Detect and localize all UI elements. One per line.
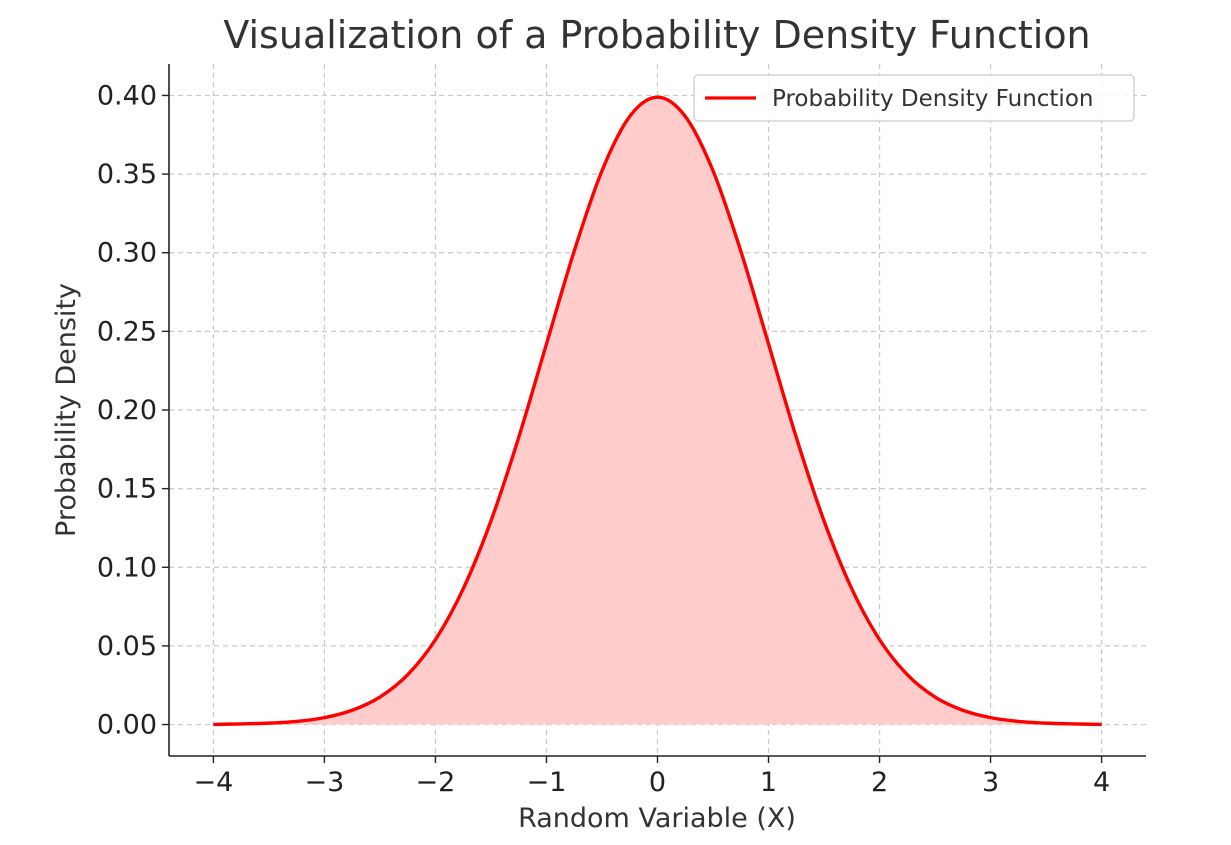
y-tick-label: 0.10	[97, 552, 157, 583]
y-tick-label: 0.20	[97, 395, 157, 426]
y-tick-label: 0.25	[97, 316, 157, 347]
y-tick-label: 0.05	[97, 631, 157, 662]
x-tick-label: 0	[649, 767, 666, 798]
x-tick-label: −1	[527, 767, 567, 798]
x-tick-label: 4	[1093, 767, 1110, 798]
x-tick-label: 3	[982, 767, 999, 798]
x-tick-label: 2	[871, 767, 888, 798]
x-tick-label: 1	[760, 767, 777, 798]
plot-area	[213, 95, 1102, 727]
y-tick-label: 0.30	[97, 238, 157, 269]
y-tick-label: 0.15	[97, 474, 157, 505]
y-tick-label: 0.35	[97, 159, 157, 190]
x-tick-label: −2	[416, 767, 456, 798]
x-tick-label: −3	[305, 767, 345, 798]
legend: Probability Density Function	[693, 74, 1135, 122]
ticks: −4 −3 −2 −1 0 1 2 3 4 0.00 0.05 0.10 0.15 0.20 0.25 0.3…	[97, 80, 1110, 798]
y-axis-label: Probability Density	[51, 283, 82, 537]
chart-title: Visualization of a Probability Density F…	[223, 13, 1090, 57]
y-tick-label: 0.00	[97, 710, 157, 741]
pdf-fill-area	[213, 97, 1102, 725]
legend-box	[693, 74, 1135, 122]
pdf-curve-line	[213, 95, 1102, 727]
x-tick-label: −4	[194, 767, 234, 798]
legend-label: Probability Density Function	[772, 86, 1093, 112]
y-tick-label: 0.40	[97, 80, 157, 111]
x-axis-label: Random Variable (X)	[518, 803, 796, 834]
